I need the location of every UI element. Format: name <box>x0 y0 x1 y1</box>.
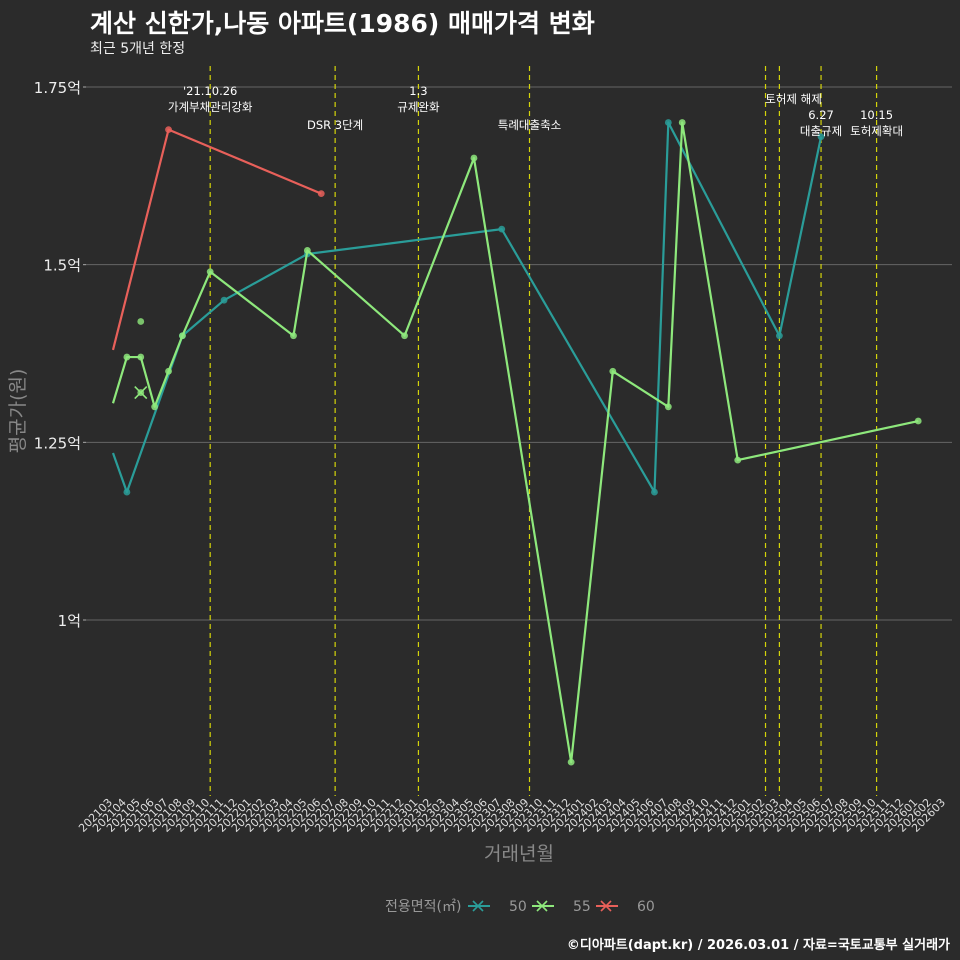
data-point-50 <box>776 332 783 340</box>
data-point-55 <box>401 332 408 340</box>
y-tick-label: 1억 <box>58 612 81 630</box>
data-point-55 <box>137 353 145 361</box>
data-point-60 <box>317 190 325 198</box>
data-point-55 <box>151 403 159 411</box>
legend-label-55: 55 <box>573 899 591 915</box>
legend-label-60: 60 <box>637 899 655 915</box>
data-point-55 <box>165 367 172 375</box>
isolated-point <box>137 318 145 325</box>
data-point-55 <box>734 456 742 464</box>
y-axis-label: 평균가(원) <box>7 369 29 454</box>
chart-title: 계산 신한가,나동 아파트(1986) 매매가격 변화 <box>90 9 595 38</box>
legend-key-mark <box>472 900 484 912</box>
x-axis-label: 거래년월 <box>484 843 554 865</box>
policy-annotation: 대출규제 <box>800 124 842 138</box>
y-tick-label: 1.25억 <box>34 434 81 452</box>
data-point-55 <box>470 154 478 162</box>
crossed-point-mark <box>134 386 148 400</box>
data-point-50 <box>220 296 228 304</box>
policy-annotation: 10.15 <box>860 108 893 122</box>
data-point-55 <box>179 332 186 340</box>
data-point-60 <box>165 126 172 134</box>
legend-key-mark <box>536 900 548 912</box>
legend-key-mark <box>600 900 612 912</box>
axis-layer: 1억1.25억1.5억1.75억202103202104202105202106… <box>7 79 948 865</box>
legend: 전용면적(㎡) 50 55 60 <box>385 899 655 915</box>
data-point-55 <box>664 403 672 411</box>
policy-lines-layer <box>209 66 878 796</box>
policy-annotation: 6.27 <box>808 108 834 122</box>
data-point-55 <box>290 332 297 340</box>
legend-label-50: 50 <box>509 899 527 915</box>
data-point-55 <box>678 119 686 126</box>
policy-annotation: 1.3 <box>409 84 427 98</box>
data-point-55 <box>609 367 617 375</box>
y-tick-label: 1.5억 <box>43 257 81 275</box>
grid-layer <box>86 86 952 621</box>
data-point-55 <box>914 417 922 425</box>
data-point-55 <box>206 268 214 276</box>
data-point-50 <box>817 133 825 141</box>
data-point-50 <box>498 225 506 233</box>
data-point-50 <box>664 119 672 126</box>
policy-annotation: 규제완화 <box>397 100 440 114</box>
series-layer <box>111 119 922 766</box>
data-point-50 <box>123 488 131 496</box>
data-point-55 <box>303 247 311 254</box>
y-tick-label: 1.75억 <box>34 79 81 97</box>
series-line-60 <box>111 128 322 351</box>
policy-annotation: 가계부채관리강화 <box>168 100 253 114</box>
legend-title: 전용면적(㎡) <box>385 899 461 915</box>
chart-subtitle: 최근 5개년 한정 <box>90 41 186 57</box>
policy-annotation: 특례대출축소 <box>498 118 561 132</box>
source-caption: ©디아파트(dapt.kr) / 2026.03.01 / 자료=국토교통부 실… <box>566 938 950 953</box>
data-point-50 <box>651 488 658 496</box>
policy-annotation: 토허제확대 <box>850 124 903 138</box>
data-point-55 <box>123 353 131 361</box>
data-point-55 <box>567 758 575 766</box>
series-line-50 <box>111 121 823 494</box>
policy-annotation: 토허제 해제 <box>765 92 822 106</box>
policy-annotation: '21.10.26 <box>183 84 237 98</box>
policy-annotation: DSR 3단계 <box>307 118 363 132</box>
